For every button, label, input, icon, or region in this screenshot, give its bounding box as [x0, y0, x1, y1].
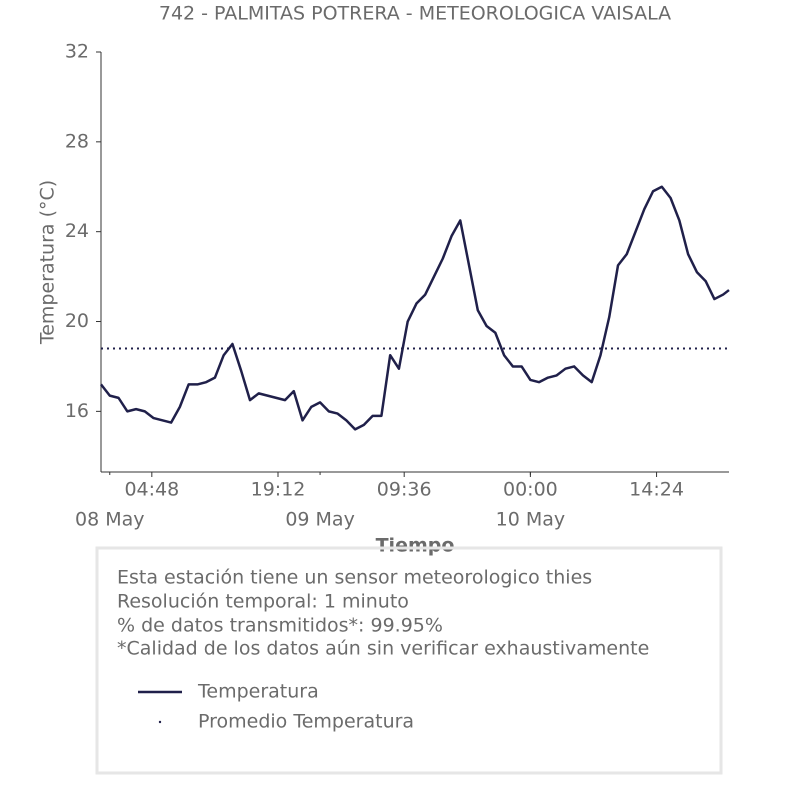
x-tick-label: 04:48: [124, 479, 179, 501]
y-tick-label: 24: [65, 220, 89, 242]
y-tick-label: 28: [65, 130, 89, 152]
x-minor-tick-label: 09 May: [285, 509, 355, 531]
y-axis-label: Temperatura (°C): [37, 180, 59, 345]
x-minor-tick-label: 10 May: [496, 509, 566, 531]
info-line: *Calidad de los datos aún sin verificar …: [117, 638, 649, 660]
x-tick-label: 09:36: [377, 479, 432, 501]
legend-label: Promedio Temperatura: [198, 711, 414, 733]
legend-label: Temperatura: [197, 681, 319, 703]
info-line: Resolución temporal: 1 minuto: [117, 591, 409, 613]
info-box: [95, 546, 723, 775]
info-line: Esta estación tiene un sensor meteorolog…: [117, 567, 592, 589]
y-tick-label: 16: [65, 400, 89, 422]
temperature-line: [100, 185, 730, 431]
y-tick-label: 32: [65, 41, 89, 63]
y-tick-label: 20: [65, 310, 89, 332]
x-tick-label: 19:12: [251, 479, 306, 501]
info-line: % de datos transmitidos*: 99.95%: [117, 615, 443, 637]
x-tick-label: 14:24: [629, 479, 684, 501]
x-tick-label: 00:00: [503, 479, 558, 501]
legend-marker: [158, 720, 162, 724]
x-axis-label: Tiempo: [376, 535, 455, 557]
x-minor-tick-label: 08 May: [75, 509, 145, 531]
chart-title: 742 - PALMITAS POTRERA - METEOROLOGICA V…: [159, 3, 671, 25]
